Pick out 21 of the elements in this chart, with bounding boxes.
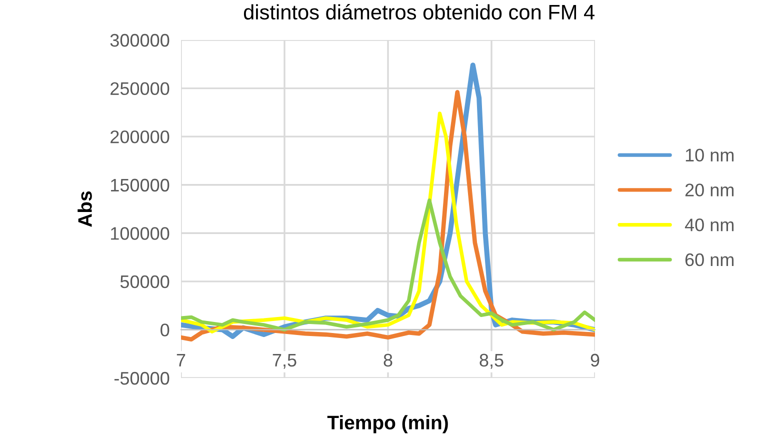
legend-label: 40 nm [684, 218, 734, 232]
x-tick-label: 7,5 [272, 354, 296, 369]
legend-label: 20 nm [685, 184, 734, 196]
y-tick-label: 200000 [110, 130, 170, 144]
x-tick-label: 7 [176, 354, 186, 366]
y-tick-label: 50000 [120, 275, 170, 288]
y-tick-label: 250000 [110, 82, 170, 96]
x-tick-label: 9 [590, 354, 600, 367]
x-tick-label: 8,5 [480, 354, 504, 369]
legend-label: 60 nm [685, 253, 734, 266]
x-tick-label: 8 [384, 354, 392, 367]
y-tick-label: 0 [160, 324, 170, 336]
y-tick-label: 300000 [110, 34, 170, 47]
y-axis-title: Abs [78, 191, 92, 227]
y-tick-label: 100000 [111, 227, 170, 240]
legend-label: 10 nm [686, 148, 734, 162]
chart-title: distintos diámetros obtenido con FM 4 [244, 4, 594, 20]
line-series [181, 198, 595, 332]
y-tick-label: 150000 [111, 178, 170, 192]
y-tick-label: -50000 [114, 372, 170, 385]
x-axis-title: Tiempo (min) [327, 415, 448, 434]
